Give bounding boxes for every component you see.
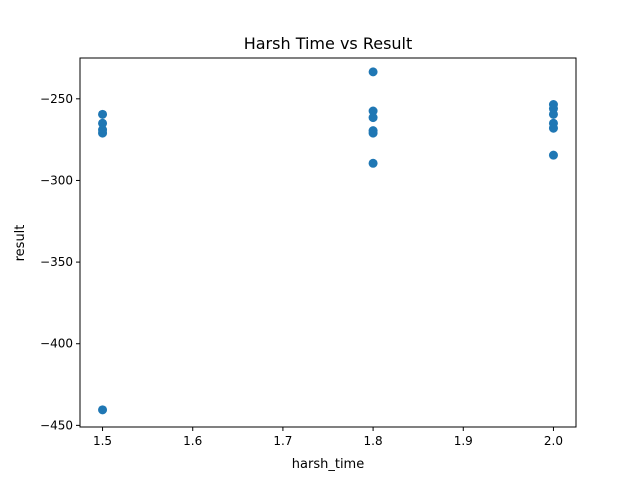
x-tick-label: 1.5 [93,434,112,448]
data-point [548,109,558,119]
y-tick-label: −250 [40,92,73,106]
data-point [368,158,378,168]
y-tick-label: −400 [40,337,73,351]
data-point [368,113,378,123]
data-point [98,118,108,128]
x-tick-label: 1.6 [183,434,202,448]
x-tick-label: 2.0 [544,434,563,448]
data-point [368,67,378,77]
y-tick-label: −450 [40,418,73,432]
y-axis-label: result [13,225,28,262]
chart-title: Harsh Time vs Result [244,34,413,53]
x-axis-ticks: 1.5 1.6 1.7 1.8 1.9 2.0 [93,427,563,448]
x-axis-label: harsh_time [292,457,364,472]
data-point [368,128,378,138]
data-point [98,109,108,119]
data-point [548,123,558,133]
points-layer [98,67,558,415]
x-tick-label: 1.9 [454,434,473,448]
data-point [98,405,108,415]
data-point [368,106,378,116]
data-point [548,150,558,160]
x-tick-label: 1.7 [273,434,292,448]
plot-frame [79,57,577,428]
x-tick-label: 1.8 [364,434,383,448]
y-tick-label: −350 [40,255,73,269]
y-axis-ticks: −450 −400 −350 −300 −250 [40,92,80,432]
data-point [98,128,108,138]
y-tick-label: −300 [40,173,73,187]
